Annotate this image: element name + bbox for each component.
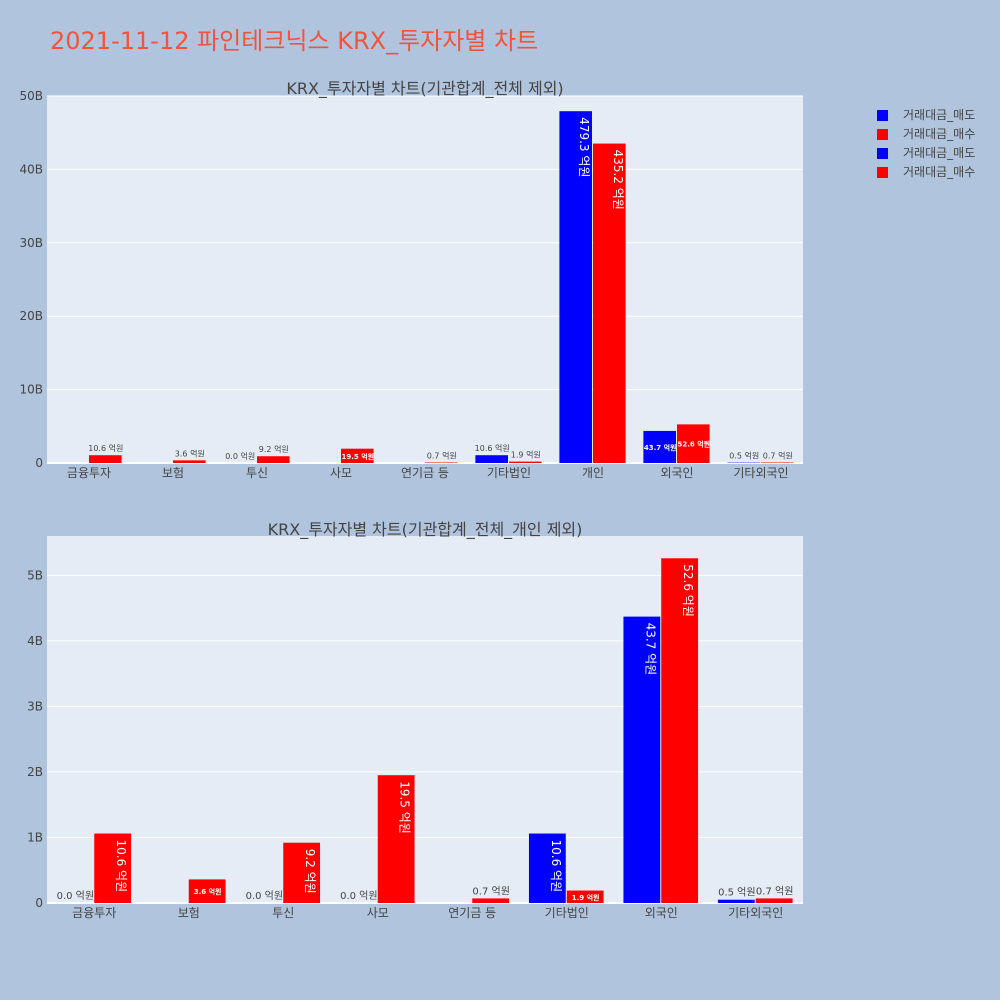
chart-title: KRX_투자자별 차트(기관합계_전체 제외): [286, 79, 563, 99]
legend-swatch[interactable]: [877, 110, 888, 121]
y-tick-label: 3B: [27, 699, 43, 713]
x-tick-label: 투신: [272, 906, 294, 920]
data-label: 0.0 억원: [340, 890, 377, 902]
data-label: 52.6 억원: [681, 564, 695, 617]
data-label: 3.6 억원: [194, 887, 222, 896]
bar[interactable]: [528, 833, 566, 903]
bar[interactable]: [643, 430, 676, 463]
data-label: 10.6 억원: [114, 840, 128, 893]
data-label: 43.7 억원: [644, 443, 677, 452]
chart-bottom: 0 1B 2B 3B 4B 5B KRX_투자자별 차트(기관합계_전체_개인 제외) 금융투…: [27, 520, 803, 920]
x-tick-label: 연기금 등: [401, 466, 449, 480]
x-tick-label: 사모: [330, 466, 352, 480]
bar[interactable]: [717, 899, 755, 903]
y-tick-label: 50B: [19, 89, 43, 103]
y-tick-label: 20B: [19, 309, 43, 323]
data-label: 0.7 억원: [756, 885, 793, 897]
bar[interactable]: [623, 616, 661, 903]
data-label: 9.2 억원: [303, 849, 317, 894]
bar[interactable]: [661, 558, 699, 903]
chart-title: KRX_투자자별 차트(기관합계_전체_개인 제외): [268, 520, 583, 540]
x-tick-label: 사모: [367, 906, 389, 920]
x-tick-label: 연기금 등: [448, 906, 496, 920]
data-label: 435.2 억원: [611, 150, 625, 210]
bar[interactable]: [425, 462, 458, 463]
x-tick-label: 금융투자: [67, 466, 111, 480]
data-label: 0.0 억원: [246, 890, 283, 902]
data-label: 0.5 억원: [729, 451, 759, 461]
bar[interactable]: [283, 842, 321, 903]
data-label: 43.7 억원: [643, 623, 657, 676]
data-label: 0.7 억원: [427, 450, 457, 460]
legend-label[interactable]: 거래대금_매수: [903, 127, 975, 141]
legend-label[interactable]: 거래대금_매수: [903, 165, 975, 179]
legend-swatch[interactable]: [877, 167, 888, 178]
y-tick-label: 2B: [27, 765, 43, 779]
bar[interactable]: [188, 879, 226, 903]
bar[interactable]: [755, 898, 793, 903]
main-title: 2021-11-12 파인테크닉스 KRX_투자자별 차트: [50, 27, 538, 55]
x-tick-label: 기타법인: [545, 906, 589, 920]
y-tick-label: 10B: [19, 383, 43, 397]
data-label: 10.6 억원: [88, 443, 123, 453]
x-tick-label: 기타외국인: [733, 466, 788, 480]
y-tick-label: 4B: [27, 634, 43, 648]
bar[interactable]: [341, 448, 374, 463]
data-label: 10.6 억원: [475, 443, 510, 453]
data-label: 19.5 억원: [342, 452, 375, 461]
data-label: 0.7 억원: [472, 885, 509, 897]
bar[interactable]: [761, 462, 794, 463]
y-tick-label: 1B: [27, 830, 43, 844]
x-tick-label: 외국인: [660, 466, 693, 480]
x-tick-label: 보험: [162, 466, 184, 480]
bar[interactable]: [509, 461, 542, 463]
x-tick-label: 개인: [582, 466, 604, 480]
data-label: 0.5 억원: [718, 887, 755, 899]
legend-label[interactable]: 거래대금_매도: [903, 146, 975, 160]
data-label: 0.7 억원: [763, 450, 793, 460]
bar[interactable]: [257, 456, 290, 463]
bar[interactable]: [472, 898, 510, 903]
bar[interactable]: [593, 143, 626, 463]
y-tick-label: 0: [35, 456, 43, 470]
bar[interactable]: [94, 833, 132, 903]
x-tick-label: 투신: [246, 466, 268, 480]
bar[interactable]: [173, 460, 206, 463]
bar[interactable]: [89, 455, 122, 463]
data-label: 19.5 억원: [398, 781, 412, 834]
data-label: 0.0 억원: [225, 451, 255, 461]
data-label: 10.6 억원: [549, 840, 563, 893]
plot-area: [47, 96, 803, 463]
data-label: 3.6 억원: [175, 448, 205, 458]
legend-swatch[interactable]: [877, 148, 888, 159]
x-tick-label: 기타법인: [487, 466, 531, 480]
legend-swatch[interactable]: [877, 129, 888, 140]
x-tick-label: 금융투자: [72, 906, 116, 920]
x-tick-label: 외국인: [645, 906, 678, 920]
bar[interactable]: [475, 455, 508, 463]
data-label: 52.6 억원: [678, 440, 711, 449]
y-tick-label: 5B: [27, 568, 43, 582]
x-tick-label: 기타외국인: [728, 906, 783, 920]
data-label: 1.9 억원: [572, 893, 600, 902]
y-tick-label: 0: [35, 896, 43, 910]
y-tick-label: 40B: [19, 162, 43, 176]
bar[interactable]: [377, 775, 415, 903]
bar[interactable]: [559, 111, 592, 464]
legend-label[interactable]: 거래대금_매도: [903, 108, 975, 122]
y-tick-label: 30B: [19, 236, 43, 250]
data-label: 9.2 억원: [259, 444, 289, 454]
chart-top: 0 10B 20B 30B 40B 50B KRX_투자자별 차트(기관합계_전체 제외) 금…: [19, 79, 803, 480]
bar[interactable]: [566, 890, 604, 903]
data-label: 0.0 억원: [57, 890, 94, 902]
data-label: 1.9 억원: [511, 450, 541, 460]
bar[interactable]: [677, 424, 710, 463]
x-tick-label: 보험: [178, 906, 200, 920]
data-label: 479.3 억원: [577, 117, 591, 177]
